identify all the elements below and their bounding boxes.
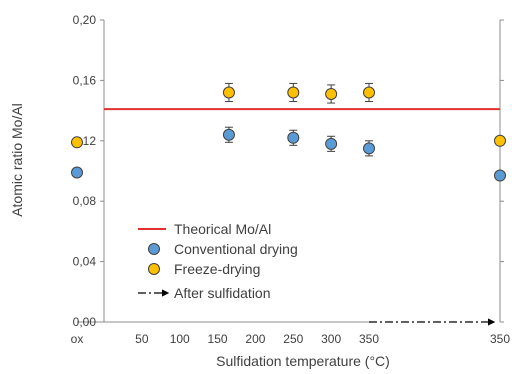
x-tick-label: 50: [135, 332, 149, 346]
conventional-drying-point: [222, 128, 235, 141]
conventional-drying-point: [325, 137, 338, 150]
x-tick-label: ox: [71, 332, 84, 346]
x-tick-label: 250: [283, 332, 303, 346]
x-tick-label: 100: [170, 332, 190, 346]
legend-series-label: Freeze-drying: [174, 261, 260, 277]
y-tick-label: 0,04: [73, 255, 97, 269]
x-tick-label: 200: [245, 332, 265, 346]
legend-series-label: Conventional drying: [174, 241, 298, 257]
y-tick-label: 0,16: [73, 73, 97, 87]
axes: [77, 20, 501, 323]
y-tick-label: 0,20: [73, 13, 97, 27]
freeze-drying-point: [222, 86, 235, 99]
freeze-drying-point: [71, 136, 83, 149]
conventional-drying-point: [287, 131, 300, 144]
legend-series-swatch: [148, 263, 160, 275]
x-tick-label: 350: [490, 332, 510, 346]
freeze-drying-point: [363, 86, 375, 99]
legend-after-sulfidation-label: After sulfidation: [174, 285, 271, 301]
conventional-drying-point: [494, 169, 506, 182]
data-marks: [71, 82, 506, 182]
legend-theorical-label: Theorical Mo/Al: [174, 221, 271, 237]
y-axis-label: Atomic ratio Mo/Al: [9, 103, 25, 217]
x-axis-label: Sulfidation temperature (°C): [216, 353, 390, 369]
x-tick-label: 150: [208, 332, 228, 346]
conventional-drying-point: [363, 142, 375, 155]
legend: Theorical Mo/Al Conventional drying Freeze…: [138, 221, 298, 301]
y-tick-label: 0,00: [73, 315, 97, 329]
freeze-drying-point: [325, 87, 338, 100]
conventional-drying-point: [71, 166, 83, 179]
freeze-drying-point: [287, 86, 300, 99]
freeze-drying-point: [494, 134, 506, 147]
x-tick-label: 350: [359, 332, 379, 346]
y-tick-label: 0,08: [73, 194, 97, 208]
x-tick-label: 300: [321, 332, 341, 346]
legend-series-swatch: [148, 243, 160, 255]
